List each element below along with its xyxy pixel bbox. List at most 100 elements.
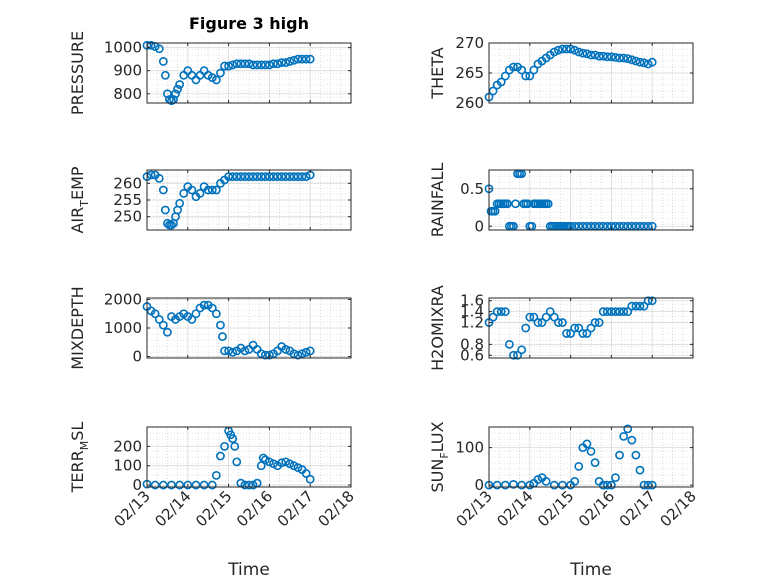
data-point <box>195 188 205 198</box>
data-point <box>529 65 539 75</box>
data-point <box>285 57 295 66</box>
data-point <box>635 57 645 67</box>
data-point <box>607 307 616 317</box>
x-axis-label: Time <box>227 560 270 580</box>
data-point <box>619 307 629 317</box>
data-point <box>635 301 645 311</box>
data-point <box>285 459 295 469</box>
data-point <box>179 188 189 198</box>
data-point <box>578 48 588 58</box>
data-point <box>289 461 299 471</box>
data-point <box>615 450 624 460</box>
subplot-7: 010020002/1302/1402/1502/1602/1702/18TER… <box>68 422 358 531</box>
data-point <box>590 50 600 60</box>
chart-title: Figure 3 high <box>189 14 309 33</box>
data-point <box>492 480 502 490</box>
data-point <box>582 49 592 59</box>
data-point <box>240 480 250 490</box>
subplot-6: 0.60.8 1.21.41.6 H2OMIXRA <box>428 285 694 371</box>
y-axis-label: AIRTEMP <box>68 166 91 233</box>
data-point <box>517 65 527 75</box>
data-point <box>173 84 182 94</box>
data-point <box>160 70 170 80</box>
y-tick-label: 1.4 <box>460 303 484 321</box>
data-point <box>582 439 592 449</box>
data-point <box>248 480 258 490</box>
data-point <box>224 346 233 356</box>
data-point <box>619 431 629 441</box>
y-tick-label: 270 <box>455 34 484 52</box>
data-point <box>549 312 559 322</box>
data-point <box>549 480 559 490</box>
data-point <box>293 172 303 182</box>
data-point <box>525 480 535 490</box>
data-point <box>602 52 612 62</box>
data-point <box>175 198 185 208</box>
data-point <box>558 318 567 327</box>
data-point <box>260 60 270 70</box>
data-point <box>260 172 270 182</box>
data-point <box>623 54 633 63</box>
data-point <box>562 44 571 54</box>
data-point <box>264 457 274 467</box>
data-point <box>281 457 291 467</box>
data-point <box>570 476 580 486</box>
data-point <box>517 480 527 490</box>
data-point <box>154 44 164 54</box>
data-point <box>639 480 649 490</box>
y-tick-label: 200 <box>113 437 142 455</box>
y-tick-label: 1.6 <box>460 292 484 310</box>
data-point <box>635 465 645 475</box>
data-point <box>586 323 596 333</box>
data-point <box>492 307 502 317</box>
y-tick-label: 900 <box>113 62 142 80</box>
data-point <box>582 329 592 338</box>
data-point <box>158 480 168 490</box>
x-tick-label: 02/15 <box>192 487 235 530</box>
y-axis-label: PRESSURE <box>68 31 87 115</box>
y-tick-label: 0 <box>474 476 484 494</box>
data-point <box>207 303 217 313</box>
data-point <box>252 60 262 70</box>
data-point <box>293 54 303 64</box>
data-point <box>533 318 543 327</box>
data-point <box>171 89 180 99</box>
y-tick-label: 1.2 <box>460 314 484 332</box>
data-point <box>211 75 221 85</box>
data-point <box>228 172 238 182</box>
data-point <box>619 53 629 63</box>
data-point <box>590 318 600 327</box>
data-point <box>631 450 641 460</box>
y-tick-label: 800 <box>113 85 142 103</box>
data-point <box>236 172 246 182</box>
y-tick-label: 100 <box>113 457 142 475</box>
data-point <box>260 455 270 465</box>
data-point <box>244 480 254 490</box>
data-point <box>611 307 620 317</box>
x-axis-label: Time <box>569 560 612 580</box>
data-point <box>611 53 620 62</box>
data-point <box>183 480 193 490</box>
data-point <box>269 459 278 469</box>
subplot-2: 260 265 270 THETA <box>428 34 694 112</box>
data-point <box>525 312 535 322</box>
data-point <box>256 172 266 182</box>
data-point <box>228 60 238 70</box>
data-point <box>216 68 225 78</box>
data-point <box>553 318 563 327</box>
data-point <box>541 312 551 322</box>
data-point <box>297 349 307 359</box>
y-tick-label: 1000 <box>104 319 142 337</box>
subplot-4: 0 0.5 RAINFALL <box>428 163 694 237</box>
data-point <box>150 309 160 319</box>
data-point <box>574 47 584 57</box>
data-point <box>216 320 225 330</box>
data-point <box>578 329 588 338</box>
data-point <box>256 461 266 471</box>
data-point <box>228 434 238 444</box>
data-point <box>211 185 221 195</box>
data-point <box>248 60 258 70</box>
y-tick-label: 0 <box>132 348 142 366</box>
